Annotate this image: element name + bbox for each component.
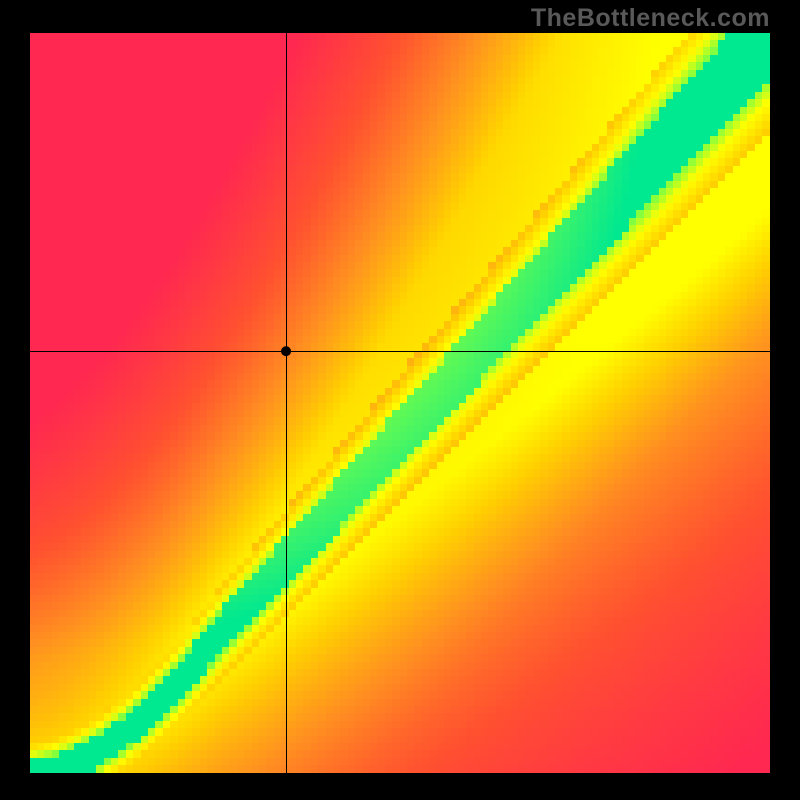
heatmap-canvas	[30, 33, 770, 773]
watermark-text: TheBottleneck.com	[531, 4, 770, 33]
page-root: { "watermark": { "text": "TheBottleneck.…	[0, 0, 800, 800]
heatmap-plot	[30, 33, 770, 773]
